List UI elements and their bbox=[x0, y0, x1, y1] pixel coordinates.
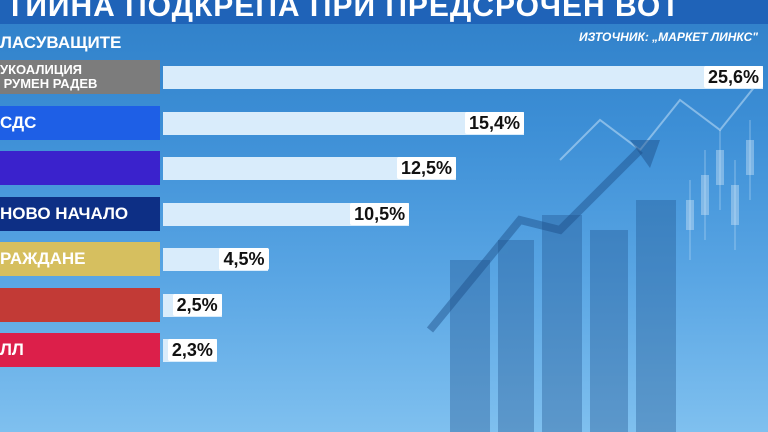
party-label: УКОАЛИЦИЯ РУМЕН РАДЕВ bbox=[0, 60, 160, 94]
party-name: РАЖДАНЕ bbox=[0, 249, 86, 268]
value-bar bbox=[163, 66, 763, 89]
value-label: 12,5% bbox=[396, 157, 457, 179]
party-label: ЛЛ bbox=[0, 333, 160, 367]
value-label: 10,5% bbox=[350, 202, 410, 225]
party-label bbox=[0, 151, 160, 185]
value-label: 15,4% bbox=[464, 111, 524, 134]
party-name: УКОАЛИЦИЯ РУМЕН РАДЕВ bbox=[0, 62, 98, 91]
value-bar bbox=[163, 202, 410, 226]
party-name: ЛЛ bbox=[0, 340, 24, 359]
party-label bbox=[0, 287, 160, 322]
value-bar bbox=[163, 111, 524, 135]
party-label: НОВО НАЧАЛО bbox=[0, 196, 160, 231]
party-label: РАЖДАНЕ bbox=[0, 242, 160, 276]
value-label: 4,5% bbox=[219, 248, 269, 270]
headline-banner: ТИЙНА ПОДКРЕПА ПРИ ПРЕДСРОЧЕН ВОТ bbox=[0, 0, 768, 24]
source-label: ИЗТОЧНИК: „МАРКЕТ ЛИНКС" bbox=[578, 30, 758, 44]
chart-subtitle: ЛАСУВАЩИТЕ bbox=[0, 33, 122, 52]
party-name: НОВО НАЧАЛО bbox=[0, 203, 129, 223]
value-bar bbox=[163, 157, 456, 180]
value-label: 2,5% bbox=[172, 293, 222, 316]
party-name: СДС bbox=[0, 112, 37, 132]
value-label: 2,3% bbox=[167, 339, 217, 361]
party-label: СДС bbox=[0, 105, 160, 140]
value-label: 25,6% bbox=[704, 66, 764, 88]
